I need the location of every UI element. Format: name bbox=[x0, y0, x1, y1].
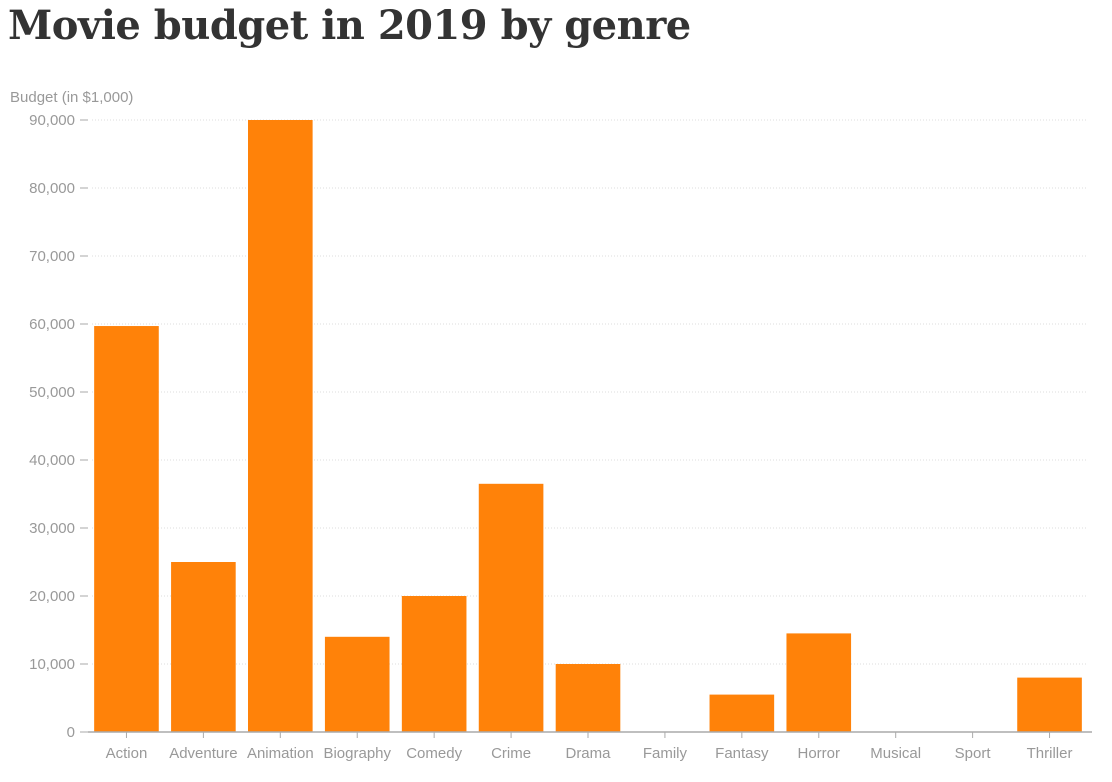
bar-thriller bbox=[1017, 677, 1082, 732]
x-tick-label: Adventure bbox=[169, 745, 237, 762]
y-tick-label: 0 bbox=[67, 724, 75, 741]
y-tick-label: 60,000 bbox=[29, 316, 75, 333]
y-tick-label: 50,000 bbox=[29, 384, 75, 401]
bar-biography bbox=[324, 636, 390, 732]
x-tick-label: Drama bbox=[565, 745, 611, 762]
x-tick-label: Fantasy bbox=[715, 745, 769, 762]
y-tick-label: 40,000 bbox=[29, 452, 75, 469]
y-tick-label: 70,000 bbox=[29, 248, 75, 265]
x-tick-label: Comedy bbox=[406, 745, 462, 762]
bar-fantasy bbox=[709, 694, 775, 732]
tick-labels: 0 10,000 20,000 30,000 40,000 50,000 60,000 70,… bbox=[29, 112, 1072, 762]
x-tick-label: Biography bbox=[323, 745, 391, 762]
y-tick-label: 20,000 bbox=[29, 588, 75, 605]
x-tick-label: Action bbox=[106, 745, 148, 762]
x-tick-label: Musical bbox=[870, 745, 921, 762]
bar-action bbox=[94, 326, 159, 732]
y-axis-title: Budget (in $1,000) bbox=[10, 89, 134, 106]
x-tick-label: Family bbox=[643, 745, 688, 762]
y-tick-label: 10,000 bbox=[29, 656, 75, 673]
y-tick-label: 80,000 bbox=[29, 180, 75, 197]
y-tick-label: 90,000 bbox=[29, 112, 75, 129]
bar-animation bbox=[248, 120, 313, 732]
bar-comedy bbox=[401, 596, 467, 732]
x-tick-label: Thriller bbox=[1027, 745, 1073, 762]
bar-adventure bbox=[171, 562, 236, 732]
chart-title: Movie budget in 2019 by genre bbox=[8, 2, 691, 49]
bar-horror bbox=[786, 633, 852, 732]
axes bbox=[80, 119, 1092, 738]
x-tick-label: Crime bbox=[491, 745, 531, 762]
bar-crime bbox=[478, 483, 544, 732]
x-tick-label: Animation bbox=[247, 745, 314, 762]
y-tick-label: 30,000 bbox=[29, 520, 75, 537]
bars bbox=[94, 120, 1082, 732]
x-tick-label: Horror bbox=[798, 745, 841, 762]
gridlines bbox=[92, 119, 1088, 665]
x-tick-label: Sport bbox=[955, 745, 992, 762]
bar-drama bbox=[555, 664, 621, 732]
